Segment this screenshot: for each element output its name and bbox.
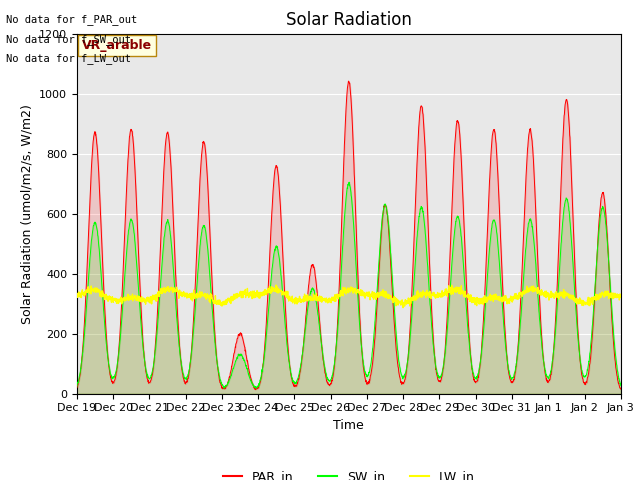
Text: No data for f_LW_out: No data for f_LW_out [6,53,131,64]
Title: Solar Radiation: Solar Radiation [286,11,412,29]
Text: VR_arable: VR_arable [82,39,152,52]
Legend: PAR_in, SW_in, LW_in: PAR_in, SW_in, LW_in [218,465,479,480]
Text: No data for f_PAR_out: No data for f_PAR_out [6,14,138,25]
Y-axis label: Solar Radiation (umol/m2/s, W/m2): Solar Radiation (umol/m2/s, W/m2) [20,104,33,324]
X-axis label: Time: Time [333,419,364,432]
Text: No data for f_SW_out: No data for f_SW_out [6,34,131,45]
